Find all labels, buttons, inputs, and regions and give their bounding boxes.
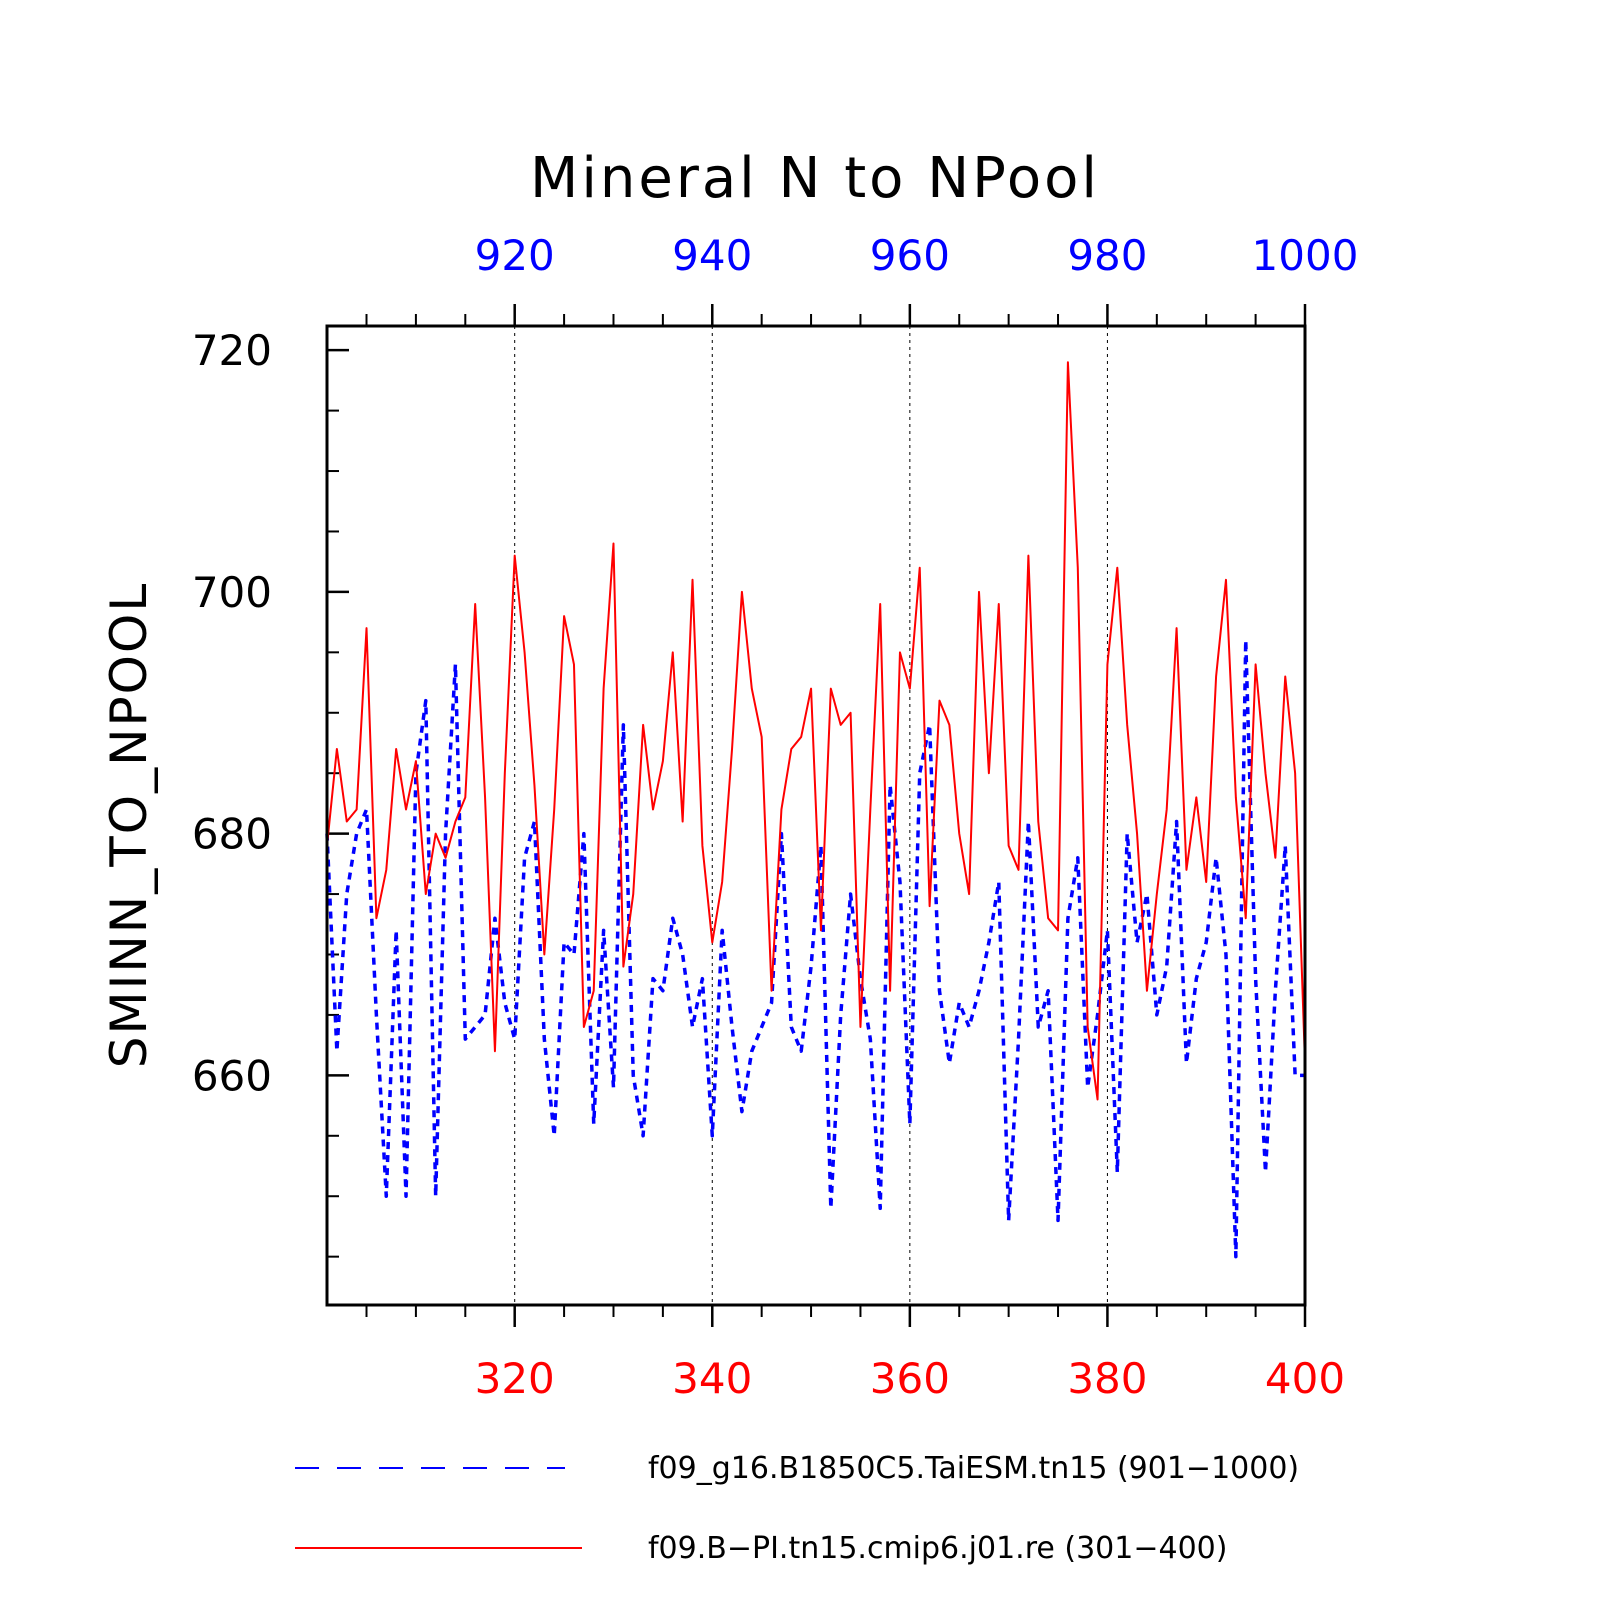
- top-tick-label-960: 960: [870, 231, 950, 280]
- top-tick-label-940: 940: [672, 231, 752, 280]
- series-lines: [325, 361, 1306, 1259]
- bottom-tick-label-400: 400: [1265, 1354, 1345, 1403]
- legend-label-blue: f09_g16.B1850C5.TaiESM.tn15 (901−1000): [648, 1451, 1299, 1486]
- y-tick-label-720: 720: [192, 326, 272, 375]
- plot-frame: [325, 324, 1307, 1307]
- legend-label-red: f09.B−PI.tn15.cmip6.j01.re (301−400): [648, 1531, 1227, 1566]
- top-tick-label-1000: 1000: [1252, 231, 1359, 280]
- y-tick-label-680: 680: [192, 810, 272, 859]
- series-1-line: [326, 361, 1306, 1101]
- top-tick-label-920: 920: [475, 231, 555, 280]
- y-axis-label: SMINN_TO_NPOOL: [100, 582, 158, 1068]
- vertical-gridlines: [514, 326, 1108, 1305]
- axis-ticks: [327, 304, 1307, 1327]
- chart-title: Mineral N to NPool: [530, 146, 1100, 211]
- bottom-tick-label-340: 340: [672, 1354, 752, 1403]
- bottom-tick-label-380: 380: [1067, 1354, 1147, 1403]
- y-tick-label-660: 660: [192, 1051, 272, 1100]
- top-tick-label-980: 980: [1067, 231, 1147, 280]
- tick-labels: 660 680 700 720 920 940 960 980 1000 320 340 360 380…: [192, 231, 1359, 1403]
- legend: f09_g16.B1850C5.TaiESM.tn15 (901−1000) f…: [295, 1451, 1299, 1566]
- y-tick-label-700: 700: [192, 568, 272, 617]
- series-0-line: [325, 638, 1305, 1259]
- bottom-tick-label-360: 360: [870, 1354, 950, 1403]
- bottom-tick-label-320: 320: [475, 1354, 555, 1403]
